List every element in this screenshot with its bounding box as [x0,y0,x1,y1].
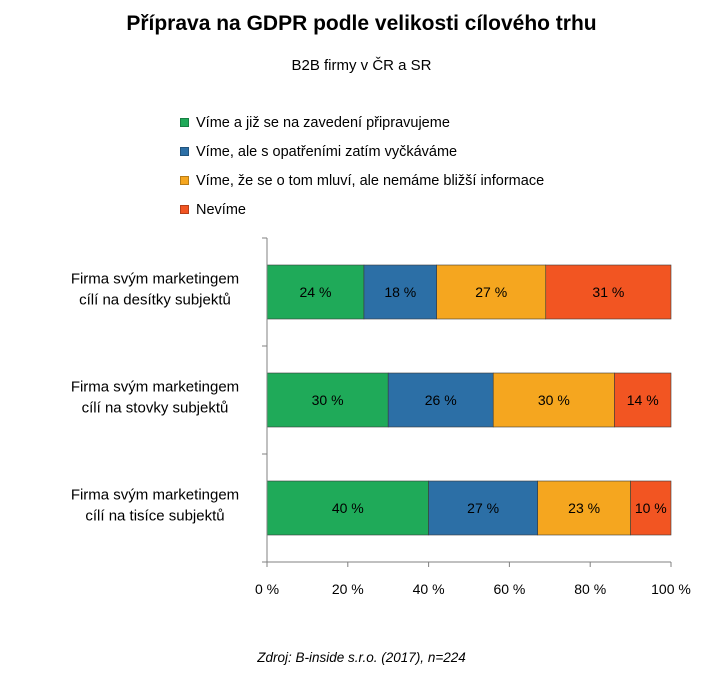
data-label: 30 % [538,392,570,408]
data-label: 27 % [467,500,499,516]
category-label: cílí na desítky subjektů [79,292,231,309]
data-label: 27 % [475,284,507,300]
bar-segment [266,480,429,536]
category-label: Firma svým marketingem [71,487,239,504]
x-tick-label: 100 % [651,581,691,597]
category-label: cílí na tisíce subjektů [85,508,224,525]
legend-label: Víme, ale s opatřeními zatím vyčkáváme [196,143,458,160]
data-label: 23 % [568,500,600,516]
category-label: Firma svým marketingem [71,271,239,288]
legend-swatch [180,176,189,185]
legend-swatch [180,118,189,127]
category-label: Firma svým marketingem [71,379,239,396]
legend-item: Víme, že se o tom mluví, ale nemáme bliž… [180,166,544,195]
bar-segment [266,372,389,428]
data-label: 18 % [384,284,416,300]
chart-subtitle: B2B firmy v ČR a SR [291,57,432,74]
legend-label: Nevíme [196,201,246,218]
legend-label: Víme a již se na zavedení připravujeme [196,114,450,131]
x-tick-label: 80 % [574,581,606,597]
data-label: 40 % [332,500,364,516]
bar-segment [614,372,672,428]
data-label: 26 % [425,392,457,408]
data-label: 31 % [592,284,624,300]
legend-label: Víme, že se o tom mluví, ale nemáme bliž… [196,172,545,189]
x-tick-label: 40 % [413,581,445,597]
bar-segment [537,480,631,536]
data-label: 24 % [300,284,332,300]
legend-item: Víme, ale s opatřeními zatím vyčkáváme [180,137,544,166]
bar-segment [266,264,365,320]
chart-legend: Víme a již se na zavedení připravujeme Ví… [180,108,544,224]
legend-swatch [180,205,189,214]
data-label: 30 % [312,392,344,408]
x-tick-label: 60 % [493,581,525,597]
legend-swatch [180,147,189,156]
bar-segment [630,480,672,536]
bar-segment [492,372,615,428]
x-tick-label: 0 % [255,581,279,597]
bar-segment [545,264,672,320]
x-tick-label: 20 % [332,581,364,597]
data-label: 14 % [627,392,659,408]
category-label: cílí na stovky subjektů [82,400,229,417]
chart-source: Zdroj: B-inside s.r.o. (2017), n=224 [257,650,466,665]
chart-title: Příprava na GDPR podle velikosti cílovéh… [126,12,597,35]
bar-segment [387,372,494,428]
legend-item: Víme a již se na zavedení připravujeme [180,108,544,137]
legend-item: Nevíme [180,195,544,224]
bar-segment [428,480,538,536]
data-label: 10 % [635,500,667,516]
